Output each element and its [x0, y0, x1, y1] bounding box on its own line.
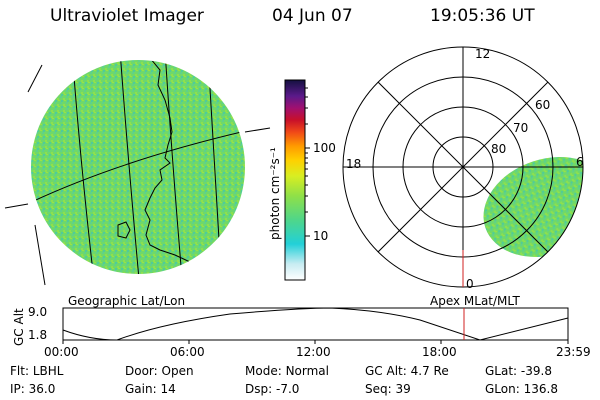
color-scale [284, 79, 310, 281]
info-gain-value: 14 [160, 382, 176, 396]
info-dsp: Dsp: -7.0 [245, 382, 299, 396]
latitude-line [31, 129, 245, 206]
info-seq-label: Seq: [365, 382, 392, 396]
info-gc-alt-label: GC Alt: [365, 364, 407, 378]
info-seq: Seq: 39 [365, 382, 411, 396]
info-ip-label: IP: [10, 382, 25, 396]
island-outline [117, 221, 131, 239]
timeline-frame [62, 307, 569, 341]
info-ip: IP: 36.0 [10, 382, 55, 396]
info-ip-value: 36.0 [28, 382, 56, 396]
longitude-line-outer [27, 64, 43, 93]
info-gc-alt: GC Alt: 4.7 Re [365, 364, 449, 378]
info-door-value: Open [161, 364, 194, 378]
mlt-label-6: 6 [576, 155, 584, 169]
info-glon: GLon: 136.8 [485, 382, 558, 396]
info-flt-label: Flt: [10, 364, 29, 378]
geographic-panel-label: Geographic Lat/Lon [68, 294, 186, 308]
date-label: 04 Jun 07 [272, 6, 353, 26]
geographic-image-panel [4, 60, 271, 286]
lat-label-70: 70 [513, 121, 529, 135]
info-glon-value: 136.8 [523, 382, 558, 396]
info-flt-value: LBHL [32, 364, 64, 378]
info-gc-alt-value: 4.7 Re [410, 364, 449, 378]
info-mode: Mode: Normal [245, 364, 329, 378]
mlt-label-18: 18 [346, 157, 362, 171]
info-dsp-label: Dsp: [245, 382, 273, 396]
instrument-title: Ultraviolet Imager [50, 6, 204, 26]
info-door: Door: Open [125, 364, 194, 378]
timeline-x-tick: 00:00 [44, 345, 79, 359]
timeline-x-tick: 23:59 [556, 345, 591, 359]
latitude-line-outer [244, 127, 271, 133]
info-glon-label: GLon: [485, 382, 520, 396]
colorbar-gradient [284, 79, 306, 281]
earth-disk-image [31, 60, 245, 274]
lat-label-80: 80 [491, 142, 507, 156]
info-door-label: Door: [125, 364, 158, 378]
info-gain-label: Gain: [125, 382, 157, 396]
mlt-label-0: 0 [466, 277, 474, 291]
timeline-y-tick-min: 1.8 [28, 328, 48, 342]
info-glat-label: GLat: [485, 364, 518, 378]
info-gain: Gain: 14 [125, 382, 176, 396]
info-dsp-value: -7.0 [275, 382, 300, 396]
latitude-line-outer [4, 203, 29, 209]
time-label: 19:05:36 UT [430, 6, 535, 26]
info-mode-value: Normal [285, 364, 329, 378]
apex-panel-label: Apex MLat/MLT [430, 294, 520, 308]
colorbar-tick-100: 100 [313, 141, 336, 155]
longitude-line [119, 60, 141, 274]
timeline-y-tick-max: 9.0 [28, 305, 48, 319]
colorbar-tick-10: 10 [313, 229, 329, 243]
gc-alt-curve [62, 307, 569, 341]
polar-mlat-mlt-panel [342, 46, 584, 288]
timeline-x-tick: 12:00 [296, 345, 331, 359]
info-glat: GLat: -39.8 [485, 364, 552, 378]
lat-label-60: 60 [535, 98, 551, 112]
mlt-label-12: 12 [475, 47, 491, 61]
colorbar-unit-label: photon cm⁻²s⁻¹ [268, 147, 282, 240]
longitude-line-outer [34, 224, 46, 286]
gc-alt-timeline [62, 307, 569, 344]
timeline-y-label: GC Alt [12, 308, 26, 346]
info-mode-label: Mode: [245, 364, 282, 378]
timeline-x-tick: 06:00 [170, 345, 205, 359]
info-flt: Flt: LBHL [10, 364, 63, 378]
info-glat-value: -39.8 [520, 364, 552, 378]
info-seq-value: 39 [395, 382, 411, 396]
mlt-line-diagonal [377, 81, 549, 253]
timeline-x-tick: 18:00 [422, 345, 457, 359]
